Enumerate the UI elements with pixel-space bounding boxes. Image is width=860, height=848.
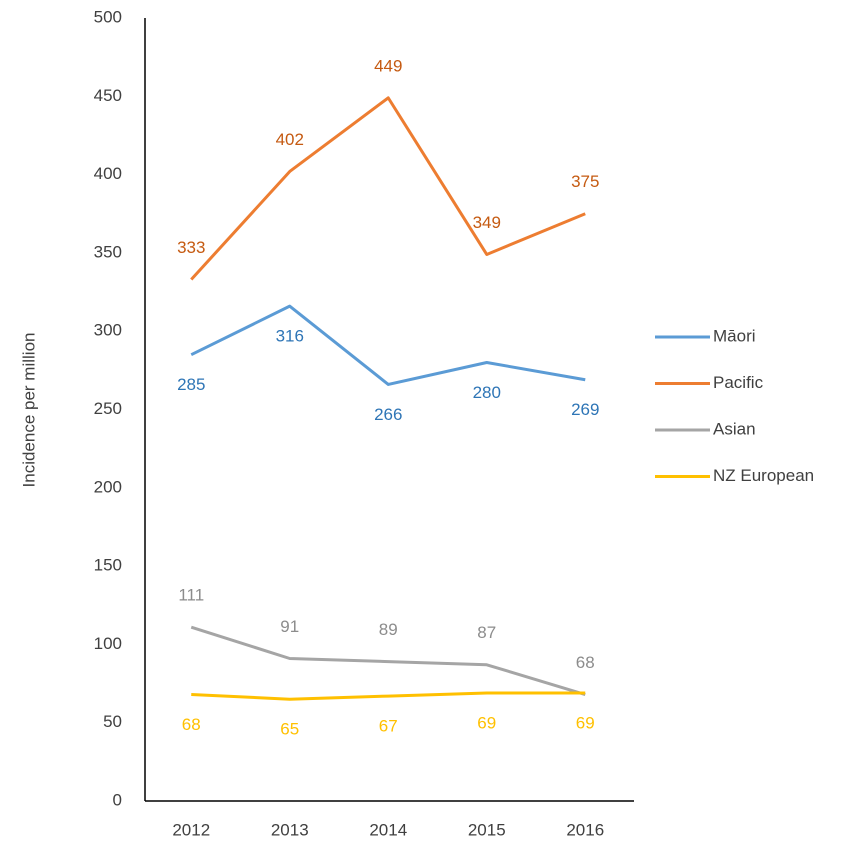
data-label: 68 — [182, 715, 201, 734]
data-label: 280 — [473, 383, 501, 402]
data-label: 67 — [379, 717, 398, 736]
y-tick-label: 300 — [94, 321, 122, 340]
data-label: 285 — [177, 375, 205, 394]
y-tick-label: 0 — [113, 790, 122, 809]
x-tick-label: 2015 — [468, 820, 506, 839]
data-label: 269 — [571, 400, 599, 419]
legend-label: Māori — [713, 326, 756, 345]
x-tick-label: 2016 — [566, 820, 604, 839]
y-tick-label: 150 — [94, 556, 122, 575]
y-tick-label: 100 — [94, 634, 122, 653]
data-label: 402 — [276, 130, 304, 149]
legend-label: NZ European — [713, 466, 814, 485]
y-tick-label: 400 — [94, 164, 122, 183]
x-tick-label: 2014 — [369, 820, 407, 839]
data-label: 449 — [374, 56, 402, 75]
data-label: 333 — [177, 238, 205, 257]
x-tick-label: 2013 — [271, 820, 309, 839]
data-label: 65 — [280, 720, 299, 739]
y-tick-label: 250 — [94, 399, 122, 418]
y-tick-label: 450 — [94, 86, 122, 105]
legend-label: Asian — [713, 419, 756, 438]
data-label: 69 — [477, 713, 496, 732]
data-label: 266 — [374, 405, 402, 424]
y-tick-label: 500 — [94, 7, 122, 26]
x-tick-label: 2012 — [172, 820, 210, 839]
y-tick-label: 200 — [94, 477, 122, 496]
data-label: 68 — [576, 653, 595, 672]
y-tick-label: 350 — [94, 242, 122, 261]
series-line — [191, 691, 586, 701]
series-line — [190, 96, 586, 281]
y-axis-label: Incidence per million — [19, 333, 38, 488]
data-label: 111 — [178, 586, 204, 605]
series-line — [190, 625, 586, 696]
data-label: 349 — [473, 213, 501, 232]
y-tick-label: 50 — [103, 712, 122, 731]
legend-label: Pacific — [713, 373, 764, 392]
data-label: 87 — [477, 623, 496, 642]
data-label: 316 — [276, 327, 304, 346]
data-label: 89 — [379, 620, 398, 639]
data-label: 375 — [571, 172, 599, 191]
series-line — [190, 304, 586, 386]
data-label: 91 — [280, 617, 299, 636]
data-label: 69 — [576, 713, 595, 732]
